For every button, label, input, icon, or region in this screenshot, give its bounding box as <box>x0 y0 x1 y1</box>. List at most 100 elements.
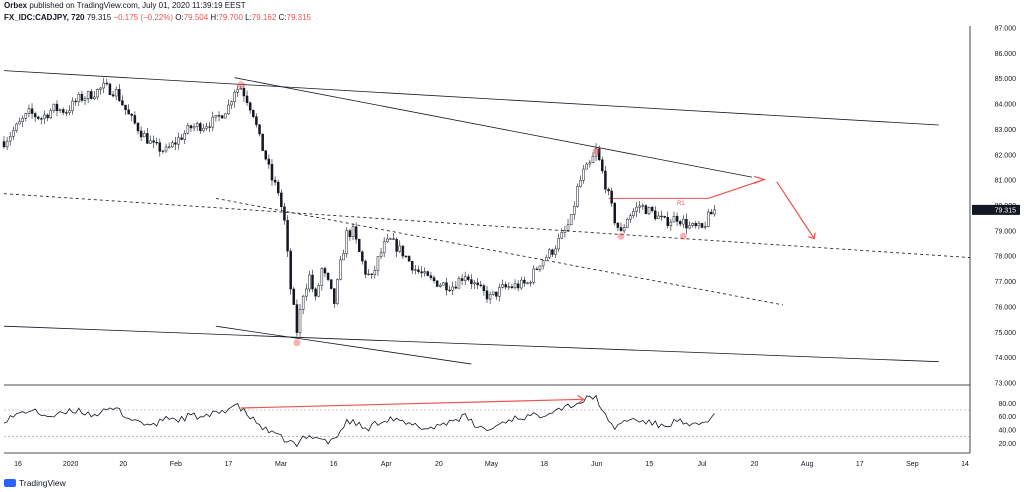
pivot-marker <box>592 147 600 155</box>
time-axis[interactable]: 16 2020 20 Feb 17 Mar 16 Apr 20 May 18 Jun 15 Jul 20 Au… <box>14 461 969 468</box>
time-tick-label: 17 <box>856 461 864 468</box>
candle-body <box>588 162 592 165</box>
candle-body <box>622 227 626 232</box>
candle-body <box>439 284 442 287</box>
candle-body <box>585 163 588 170</box>
r1-label: R1 <box>677 201 685 207</box>
candle-body <box>691 222 694 226</box>
candle-body <box>491 291 495 295</box>
candle-body <box>24 113 28 119</box>
low-label: L: <box>245 13 252 22</box>
candle-body <box>526 282 529 284</box>
candle-body <box>283 206 286 221</box>
candle-body <box>245 95 249 103</box>
price-axis[interactable]: 87.000 86.000 85.000 84.000 83.000 82.000 81.0… <box>972 26 1020 388</box>
candle-body <box>467 276 470 280</box>
candle-body <box>152 140 155 143</box>
oscillator-tick-label: 40.00 <box>998 428 1016 435</box>
candle-body <box>354 226 358 240</box>
candle-body <box>192 126 196 129</box>
candle-body <box>448 289 451 292</box>
candle-body <box>703 226 707 228</box>
open-label: O: <box>175 13 184 22</box>
forecast-arrowhead-down <box>808 232 816 240</box>
candle-body <box>507 286 511 288</box>
candle-body <box>529 282 532 284</box>
candle-body <box>58 109 62 111</box>
candle-body <box>199 123 202 131</box>
candle-body <box>532 268 535 283</box>
candle-body <box>513 283 517 289</box>
candle-body <box>146 133 149 144</box>
candle-body <box>311 274 314 290</box>
candle-body <box>40 118 43 120</box>
candle-body <box>295 304 299 333</box>
tradingview-logo-icon <box>4 479 16 487</box>
candle-body <box>682 218 685 225</box>
candle-body <box>27 108 31 114</box>
candle-body <box>158 142 162 152</box>
candle-body <box>280 192 283 207</box>
candle-body <box>124 104 127 111</box>
candle-body <box>473 282 476 285</box>
candle-body <box>320 268 324 286</box>
dashed-trendline <box>215 198 784 306</box>
candle-body <box>186 125 190 134</box>
published-text: published on TradingView.com, July 01, 2… <box>29 1 246 10</box>
oscillator-axis[interactable]: 80.00 60.00 40.00 20.00 <box>998 401 1016 448</box>
price-tick-label: 74.000 <box>995 355 1017 362</box>
candle-body <box>386 238 389 243</box>
candle-body <box>389 238 392 240</box>
candle-body <box>49 110 52 119</box>
time-tick-label: Feb <box>170 461 182 468</box>
time-tick-label: 18 <box>540 461 548 468</box>
open-value: 79.504 <box>183 13 209 22</box>
candle-body <box>202 127 205 131</box>
symbol-legend[interactable]: FX_IDC:CADJPY, 720 79.315 −0.175 (−0.22%… <box>4 13 311 22</box>
oscillator-line <box>3 394 715 448</box>
candle-body <box>560 232 564 239</box>
candle-body <box>15 123 18 131</box>
candle-body <box>205 126 208 129</box>
candle-body <box>675 216 679 222</box>
candle-body <box>694 222 698 227</box>
main-pane <box>2 70 971 365</box>
trendline <box>215 325 472 365</box>
candle-body <box>657 215 660 220</box>
candle-body <box>538 265 542 270</box>
tradingview-footer[interactable]: TradingView <box>4 478 66 488</box>
candle-body <box>495 291 498 297</box>
candle-body <box>342 253 345 261</box>
time-tick-label: 17 <box>225 461 233 468</box>
candle-body <box>479 284 483 286</box>
candle-body <box>457 278 461 289</box>
candle-body <box>174 142 177 145</box>
candle-body <box>688 225 691 229</box>
candle-body <box>498 287 501 297</box>
brand-name: TradingView <box>19 478 66 488</box>
candle-body <box>607 189 610 192</box>
candle-body <box>118 89 121 101</box>
candle-body <box>239 88 243 90</box>
candle-body <box>625 219 629 228</box>
price-tick-label: 79.000 <box>995 228 1017 235</box>
candle-body <box>379 252 383 257</box>
price-tick-label: 87.000 <box>995 26 1017 33</box>
candle-body <box>171 142 174 148</box>
candle-body <box>230 101 233 106</box>
candle-body <box>485 290 489 300</box>
candle-body <box>582 168 585 181</box>
candle-body <box>685 218 688 229</box>
candle-body <box>454 286 458 289</box>
time-tick-label: Jul <box>697 461 706 468</box>
price-tick-label: 84.000 <box>995 102 1017 109</box>
candle-body <box>619 227 623 232</box>
time-tick-label: 20 <box>119 461 127 468</box>
candle-body <box>96 89 99 98</box>
candle-body <box>566 224 570 231</box>
candle-body <box>46 114 49 119</box>
candle-body <box>364 260 367 275</box>
candle-body <box>451 286 454 291</box>
candle-body <box>2 141 6 148</box>
